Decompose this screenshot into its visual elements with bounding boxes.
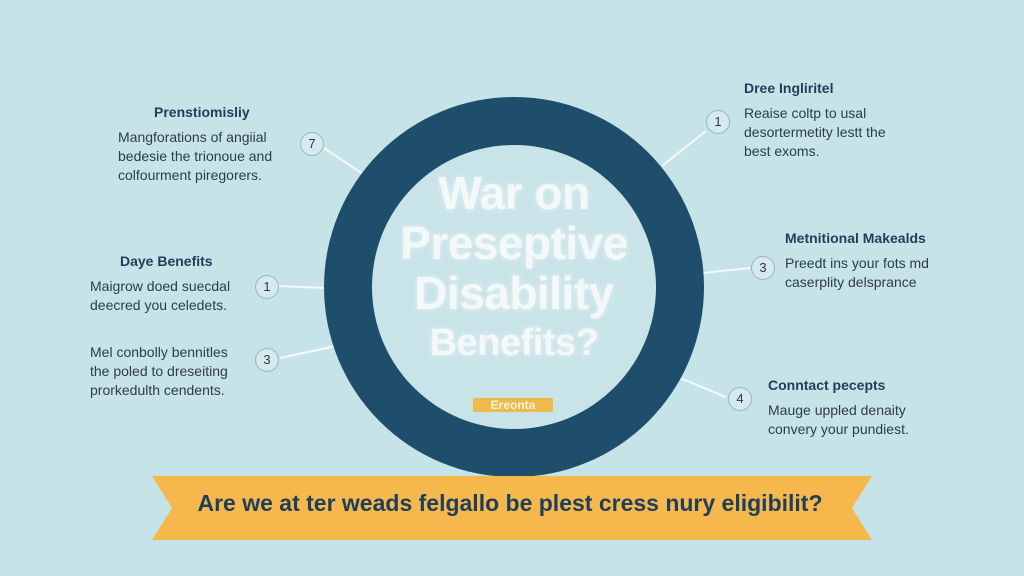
left-item-3: Mel conbolly bennitles the poled to dres… (90, 343, 228, 400)
left-item-1: Prenstiomisliy Mangforations of angiial … (118, 104, 272, 185)
banner-ribbon (152, 476, 872, 540)
left-item-2-number: 1 (255, 275, 279, 299)
right-item-3: Conntact pecepts Mauge uppled denaity co… (768, 377, 909, 439)
connector-line (679, 377, 727, 398)
right-item-2-number: 3 (751, 256, 775, 280)
connector-line (661, 130, 707, 167)
right-item-3-line-2: convery your pundiest. (768, 421, 909, 437)
left-item-2-title: Daye Benefits (120, 253, 213, 269)
connector-line (323, 147, 367, 177)
right-item-3-title: Conntact pecepts (768, 377, 886, 393)
banner-question: Are we at ter weads felgallo be plest cr… (197, 490, 823, 516)
left-item-3-line-1: Mel conbolly bennitles (90, 344, 228, 360)
center-title-line-2: Preseptive (400, 217, 628, 269)
right-item-1-line-2: desortermetity lestt the (744, 124, 886, 140)
left-item-1-line-2: bedesie the trionoue and (118, 148, 273, 164)
connector-line (279, 345, 337, 359)
left-item-1-title: Prenstiomisliy (154, 104, 250, 120)
right-item-1-number: 1 (706, 110, 730, 134)
right-item-1-line-3: best exoms. (744, 143, 820, 159)
connector-line (276, 285, 327, 289)
left-item-2-line-1: Maigrow doed suecdal (90, 278, 231, 294)
left-item-3-line-2: the poled to dreseiting (90, 363, 228, 379)
center-title: War on Preseptive Disability Benefits? (380, 168, 648, 368)
left-item-1-line-3: colfourment piregorers. (118, 167, 262, 183)
right-item-3-line-1: Mauge uppled denaity (768, 402, 906, 418)
left-item-3-number: 3 (255, 348, 279, 372)
right-item-2-line-2: caserplity delsprance (785, 274, 917, 290)
right-item-3-number: 4 (728, 387, 752, 411)
left-item-2-line-2: deecred you celedets. (90, 297, 227, 313)
center-title-line-1: War on (438, 167, 590, 219)
center-title-line-4: Benefits? (429, 322, 599, 364)
left-item-2: Daye Benefits Maigrow doed suecdal deecr… (90, 253, 230, 315)
right-item-1: Dree Ingliritel Reaise coltp to usal des… (744, 80, 886, 161)
center-tag: Ereonta (473, 398, 553, 412)
ring-inner (372, 145, 656, 429)
connector-line (702, 267, 751, 274)
left-item-3-line-3: prorkedulth cendents. (90, 382, 225, 398)
right-item-2: Metnitional Makealds Preedt ins your fot… (785, 230, 929, 292)
left-item-1-number: 7 (300, 132, 324, 156)
center-title-line-3: Disability (414, 267, 614, 319)
right-item-2-line-1: Preedt ins your fots md (785, 255, 929, 271)
right-item-1-title: Dree Ingliritel (744, 80, 834, 96)
right-item-1-line-1: Reaise coltp to usal (744, 105, 867, 121)
right-item-2-title: Metnitional Makealds (785, 230, 926, 246)
left-item-1-line-1: Mangforations of angiial (118, 129, 267, 145)
